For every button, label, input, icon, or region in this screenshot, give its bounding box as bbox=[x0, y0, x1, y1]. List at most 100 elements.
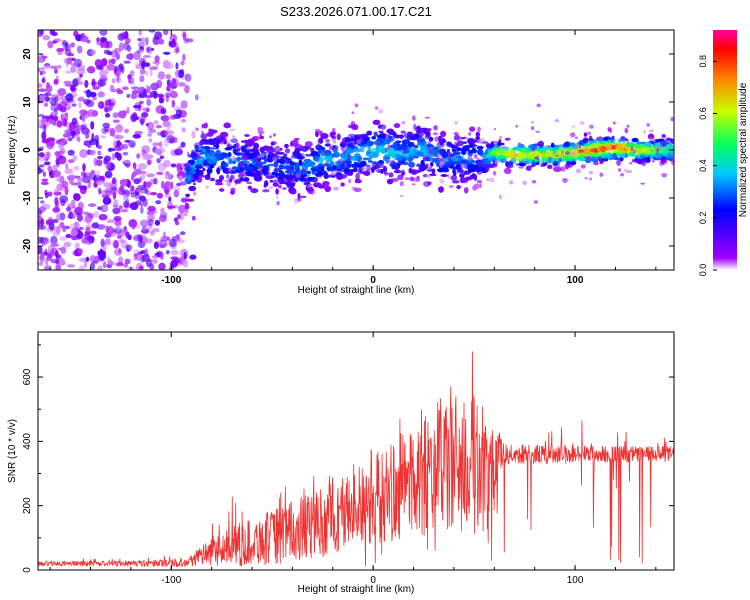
faint-blob bbox=[557, 163, 560, 167]
noise-blob bbox=[131, 222, 136, 230]
faint-blob bbox=[589, 177, 592, 181]
noise-blob bbox=[115, 142, 124, 152]
noise-blob bbox=[149, 66, 159, 70]
signal-blob bbox=[192, 182, 196, 186]
signal-blob bbox=[271, 171, 277, 176]
noise-blob bbox=[130, 185, 135, 192]
signal-blob bbox=[251, 137, 257, 142]
noise-blob bbox=[79, 265, 85, 270]
faint-blob bbox=[667, 145, 670, 150]
signal-blob bbox=[399, 181, 404, 187]
noise-blob bbox=[113, 227, 122, 235]
noise-blob bbox=[73, 165, 80, 171]
signal-blob bbox=[505, 161, 510, 167]
noise-blob bbox=[45, 219, 54, 225]
signal-blob bbox=[194, 165, 204, 169]
faint-blob bbox=[226, 180, 232, 187]
faint-blob bbox=[328, 146, 334, 151]
noise-blob bbox=[129, 202, 139, 211]
noise-blob bbox=[66, 206, 72, 212]
noise-blob bbox=[49, 30, 56, 36]
noise-blob bbox=[177, 214, 181, 220]
noise-blob bbox=[97, 150, 102, 156]
noise-blob bbox=[120, 239, 128, 249]
noise-blob bbox=[62, 226, 67, 232]
noise-blob bbox=[112, 204, 119, 208]
signal-blob bbox=[547, 164, 553, 169]
noise-blob bbox=[53, 107, 58, 117]
noise-blob bbox=[90, 121, 95, 130]
signal-blob bbox=[283, 153, 288, 158]
noise-blob bbox=[183, 251, 187, 260]
noise-blob bbox=[111, 152, 116, 161]
noise-blob bbox=[45, 65, 50, 70]
noise-blob bbox=[67, 137, 73, 142]
faint-blob bbox=[661, 159, 667, 165]
signal-blob bbox=[223, 122, 231, 129]
noise-blob bbox=[38, 164, 45, 168]
noise-blob bbox=[95, 255, 99, 264]
signal-blob bbox=[186, 166, 190, 173]
noise-blob bbox=[89, 262, 96, 270]
signal-blob bbox=[282, 187, 287, 190]
noise-blob bbox=[168, 196, 172, 202]
noise-blob bbox=[77, 80, 84, 86]
noise-blob bbox=[120, 31, 128, 40]
noise-blob bbox=[50, 258, 57, 264]
noise-blob bbox=[103, 126, 111, 130]
faint-blob bbox=[588, 170, 593, 175]
faint-blob bbox=[378, 108, 384, 114]
noise-blob bbox=[76, 177, 83, 183]
signal-blob bbox=[408, 142, 415, 147]
noise-blob bbox=[139, 46, 144, 51]
noise-blob bbox=[100, 135, 106, 139]
noise-blob bbox=[130, 192, 137, 198]
faint-blob bbox=[575, 168, 582, 174]
noise-blob bbox=[55, 259, 60, 265]
signal-blob bbox=[209, 147, 218, 150]
signal-blob bbox=[409, 176, 415, 182]
signal-blob bbox=[220, 133, 228, 136]
signal-blob bbox=[220, 137, 226, 140]
noise-blob bbox=[89, 230, 97, 235]
noise-blob bbox=[71, 57, 76, 62]
noise-blob bbox=[180, 197, 188, 203]
signal-blob bbox=[414, 136, 419, 140]
noise-blob bbox=[81, 127, 90, 135]
faint-blob bbox=[426, 174, 432, 179]
faint-blob bbox=[448, 185, 454, 188]
faint-blob bbox=[391, 178, 394, 183]
faint-blob bbox=[301, 168, 306, 172]
noise-blob bbox=[104, 187, 114, 196]
faint-blob bbox=[660, 141, 666, 147]
noise-blob bbox=[92, 96, 97, 101]
signal-blob bbox=[592, 151, 599, 158]
faint-blob bbox=[618, 168, 622, 172]
faint-blob bbox=[234, 179, 237, 186]
noise-blob bbox=[80, 185, 88, 191]
noise-blob bbox=[97, 145, 102, 150]
signal-blob bbox=[632, 159, 637, 163]
noise-blob bbox=[130, 142, 135, 148]
faint-blob bbox=[565, 151, 570, 155]
noise-blob bbox=[154, 148, 163, 155]
signal-blob bbox=[387, 150, 391, 154]
noise-blob bbox=[78, 226, 84, 231]
noise-blob bbox=[173, 185, 181, 192]
signal-blob bbox=[215, 142, 219, 150]
noise-blob bbox=[85, 256, 90, 262]
noise-blob bbox=[178, 69, 185, 79]
faint-blob bbox=[444, 160, 447, 167]
noise-blob bbox=[79, 109, 88, 116]
signal-blob bbox=[451, 157, 460, 162]
signal-blob bbox=[245, 171, 254, 177]
noise-blob bbox=[53, 191, 62, 196]
signal-blob bbox=[367, 146, 371, 150]
noise-blob bbox=[53, 78, 59, 85]
signal-blob bbox=[386, 128, 395, 134]
signal-blob bbox=[188, 159, 196, 164]
noise-blob bbox=[108, 259, 113, 266]
noise-blob bbox=[162, 30, 169, 36]
noise-blob bbox=[168, 238, 177, 248]
noise-blob bbox=[174, 148, 183, 156]
